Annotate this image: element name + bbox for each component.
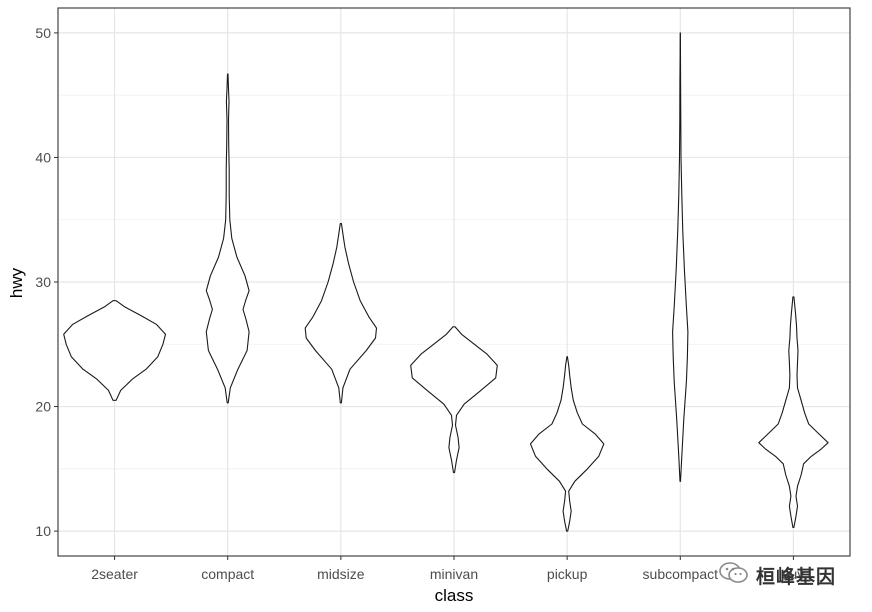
- x-tick-label: minivan: [430, 566, 478, 582]
- x-tick-label: suv: [783, 566, 805, 582]
- y-tick-label: 10: [35, 523, 51, 539]
- wechat-icon: [718, 560, 750, 591]
- violin-suv: [758, 296, 829, 528]
- x-tick-label: pickup: [547, 566, 588, 582]
- y-tick-label: 30: [35, 274, 51, 290]
- x-axis: 2seater compact midsize minivan pickup subcom…: [91, 556, 804, 582]
- y-axis: 10 20 30 40 50: [35, 25, 58, 539]
- y-tick-label: 50: [35, 25, 51, 41]
- y-tick-label: 40: [35, 149, 51, 165]
- watermark-text: 桓峰基因: [756, 566, 837, 588]
- x-axis-title: class: [435, 586, 474, 605]
- x-tick-label: 2seater: [91, 566, 138, 582]
- violin-pickup: [529, 356, 605, 532]
- x-tick-label: midsize: [317, 566, 365, 582]
- violin-series: [63, 32, 829, 532]
- violin-2seater: [63, 300, 167, 401]
- violin-compact: [205, 73, 250, 404]
- x-tick-label: subcompact: [643, 566, 719, 582]
- y-axis-title: hwy: [7, 267, 26, 298]
- violin-subcompact: [672, 32, 689, 482]
- violin-minivan: [410, 326, 498, 474]
- violin-midsize: [304, 222, 378, 404]
- y-tick-label: 20: [35, 399, 51, 415]
- watermark: 桓峰基因: [718, 560, 836, 591]
- x-tick-label: compact: [201, 566, 254, 582]
